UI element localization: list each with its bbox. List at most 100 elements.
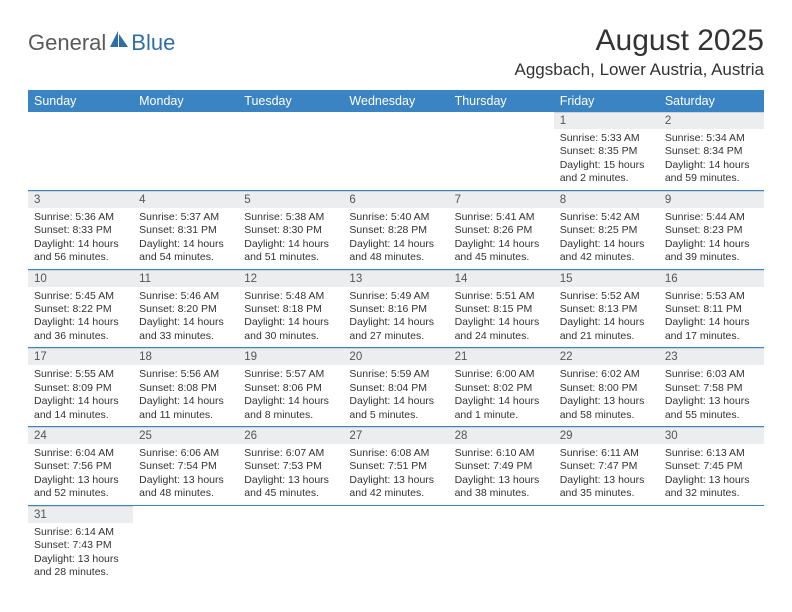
day-number: 20 [343,348,448,365]
day-daylight: Daylight: 14 hours and 24 minutes. [455,316,548,343]
day-daylight: Daylight: 14 hours and 36 minutes. [34,316,127,343]
calendar-day-cell: 9Sunrise: 5:44 AMSunset: 8:23 PMDaylight… [659,190,764,269]
day-sunset: Sunset: 8:06 PM [244,382,337,395]
day-details: Sunrise: 6:08 AMSunset: 7:51 PMDaylight:… [343,444,448,505]
weekday-header: Monday [133,90,238,112]
calendar-day-cell: 23Sunrise: 6:03 AMSunset: 7:58 PMDayligh… [659,348,764,427]
day-sunset: Sunset: 8:08 PM [139,382,232,395]
day-details: Sunrise: 5:40 AMSunset: 8:28 PMDaylight:… [343,208,448,269]
day-sunrise: Sunrise: 5:51 AM [455,290,548,303]
day-number: 1 [554,112,659,129]
day-daylight: Daylight: 14 hours and 30 minutes. [244,316,337,343]
day-sunrise: Sunrise: 5:34 AM [665,132,758,145]
day-daylight: Daylight: 14 hours and 54 minutes. [139,238,232,265]
day-sunrise: Sunrise: 6:08 AM [349,447,442,460]
calendar-day-cell: 24Sunrise: 6:04 AMSunset: 7:56 PMDayligh… [28,427,133,506]
day-number: 14 [449,270,554,287]
day-sunrise: Sunrise: 6:13 AM [665,447,758,460]
day-number: 13 [343,270,448,287]
day-details: Sunrise: 5:49 AMSunset: 8:16 PMDaylight:… [343,287,448,348]
weekday-header: Friday [554,90,659,112]
day-sunset: Sunset: 8:11 PM [665,303,758,316]
calendar-day-cell: 28Sunrise: 6:10 AMSunset: 7:49 PMDayligh… [449,427,554,506]
calendar-day-cell: 27Sunrise: 6:08 AMSunset: 7:51 PMDayligh… [343,427,448,506]
day-daylight: Daylight: 14 hours and 27 minutes. [349,316,442,343]
month-title: August 2025 [515,24,764,58]
weekday-header: Sunday [28,90,133,112]
calendar-day-cell [343,112,448,190]
calendar-day-cell: 1Sunrise: 5:33 AMSunset: 8:35 PMDaylight… [554,112,659,190]
day-details: Sunrise: 5:48 AMSunset: 8:18 PMDaylight:… [238,287,343,348]
day-sunrise: Sunrise: 5:44 AM [665,211,758,224]
day-number: 3 [28,191,133,208]
day-details: Sunrise: 5:37 AMSunset: 8:31 PMDaylight:… [133,208,238,269]
day-sunrise: Sunrise: 5:59 AM [349,368,442,381]
day-daylight: Daylight: 15 hours and 2 minutes. [560,159,653,186]
day-sunrise: Sunrise: 5:48 AM [244,290,337,303]
day-sunset: Sunset: 8:16 PM [349,303,442,316]
calendar-day-cell: 2Sunrise: 5:34 AMSunset: 8:34 PMDaylight… [659,112,764,190]
calendar-day-cell [449,505,554,583]
day-details: Sunrise: 6:13 AMSunset: 7:45 PMDaylight:… [659,444,764,505]
page-header: General Blue August 2025 Aggsbach, Lower… [28,24,764,80]
day-number: 10 [28,270,133,287]
day-details: Sunrise: 5:33 AMSunset: 8:35 PMDaylight:… [554,129,659,190]
day-sunset: Sunset: 7:43 PM [34,539,127,552]
day-number: 25 [133,427,238,444]
calendar-day-cell [28,112,133,190]
day-daylight: Daylight: 14 hours and 17 minutes. [665,316,758,343]
day-number: 24 [28,427,133,444]
day-sunrise: Sunrise: 5:52 AM [560,290,653,303]
day-sunset: Sunset: 7:47 PM [560,460,653,473]
day-sunset: Sunset: 8:02 PM [455,382,548,395]
day-daylight: Daylight: 14 hours and 14 minutes. [34,395,127,422]
day-sunrise: Sunrise: 6:06 AM [139,447,232,460]
day-number: 29 [554,427,659,444]
calendar-day-cell [133,505,238,583]
day-daylight: Daylight: 13 hours and 55 minutes. [665,395,758,422]
weekday-header: Wednesday [343,90,448,112]
day-daylight: Daylight: 14 hours and 11 minutes. [139,395,232,422]
calendar-day-cell [449,112,554,190]
logo-sail-icon [108,30,130,56]
day-sunset: Sunset: 8:04 PM [349,382,442,395]
day-daylight: Daylight: 14 hours and 51 minutes. [244,238,337,265]
calendar-day-cell: 15Sunrise: 5:52 AMSunset: 8:13 PMDayligh… [554,269,659,348]
day-details: Sunrise: 6:00 AMSunset: 8:02 PMDaylight:… [449,365,554,426]
day-daylight: Daylight: 14 hours and 45 minutes. [455,238,548,265]
calendar-day-cell: 17Sunrise: 5:55 AMSunset: 8:09 PMDayligh… [28,348,133,427]
calendar-day-cell: 26Sunrise: 6:07 AMSunset: 7:53 PMDayligh… [238,427,343,506]
day-sunrise: Sunrise: 6:00 AM [455,368,548,381]
calendar-day-cell [238,112,343,190]
day-details: Sunrise: 6:07 AMSunset: 7:53 PMDaylight:… [238,444,343,505]
day-number: 4 [133,191,238,208]
day-number: 21 [449,348,554,365]
day-sunset: Sunset: 8:35 PM [560,145,653,158]
day-details: Sunrise: 6:06 AMSunset: 7:54 PMDaylight:… [133,444,238,505]
calendar-day-cell: 11Sunrise: 5:46 AMSunset: 8:20 PMDayligh… [133,269,238,348]
day-number: 6 [343,191,448,208]
day-number: 12 [238,270,343,287]
title-block: August 2025 Aggsbach, Lower Austria, Aus… [515,24,764,80]
calendar-day-cell: 5Sunrise: 5:38 AMSunset: 8:30 PMDaylight… [238,190,343,269]
day-sunrise: Sunrise: 6:10 AM [455,447,548,460]
calendar-day-cell [343,505,448,583]
calendar-page: General Blue August 2025 Aggsbach, Lower… [0,0,792,608]
day-sunrise: Sunrise: 5:37 AM [139,211,232,224]
day-details: Sunrise: 6:02 AMSunset: 8:00 PMDaylight:… [554,365,659,426]
logo-text-general: General [28,30,106,56]
weekday-header: Thursday [449,90,554,112]
calendar-week-row: 3Sunrise: 5:36 AMSunset: 8:33 PMDaylight… [28,190,764,269]
day-sunset: Sunset: 7:49 PM [455,460,548,473]
day-sunrise: Sunrise: 5:40 AM [349,211,442,224]
weekday-header: Saturday [659,90,764,112]
day-details: Sunrise: 5:46 AMSunset: 8:20 PMDaylight:… [133,287,238,348]
day-number: 2 [659,112,764,129]
calendar-day-cell [238,505,343,583]
day-sunset: Sunset: 7:54 PM [139,460,232,473]
day-sunrise: Sunrise: 5:45 AM [34,290,127,303]
calendar-day-cell: 12Sunrise: 5:48 AMSunset: 8:18 PMDayligh… [238,269,343,348]
day-number: 23 [659,348,764,365]
calendar-day-cell: 8Sunrise: 5:42 AMSunset: 8:25 PMDaylight… [554,190,659,269]
day-sunset: Sunset: 8:34 PM [665,145,758,158]
